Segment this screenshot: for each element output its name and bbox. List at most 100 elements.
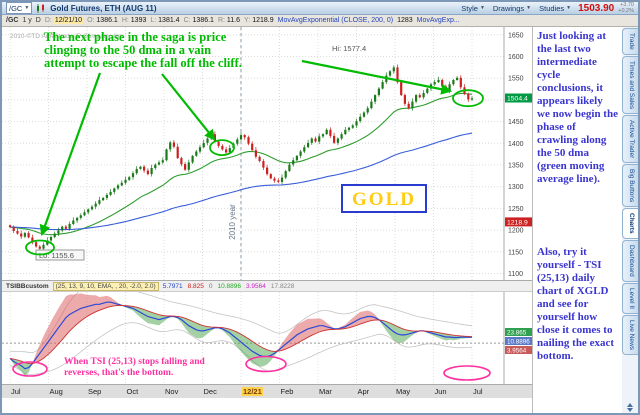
- last-price-badge: [505, 93, 532, 103]
- tab-big-buttons[interactable]: Big Buttons: [622, 164, 638, 208]
- tab-charts[interactable]: Charts: [622, 208, 638, 240]
- year-close-badge-text: 1218.9: [507, 219, 528, 226]
- chevron-up-icon[interactable]: [627, 403, 633, 407]
- price-tick-label: 1150: [508, 249, 523, 256]
- green-arrow: [39, 72, 102, 237]
- price-tick-label: 1650: [508, 32, 524, 39]
- ohlc-field: Y: 1218.9: [244, 17, 274, 24]
- price-chart-canvas[interactable]: 1100115012001250130013501400145015001550…: [2, 27, 532, 280]
- gadget-tabs: Trade Times and Sales Active Trader Big But…: [622, 27, 638, 413]
- green-circle-annotation: [452, 89, 484, 108]
- month-label: Mar: [319, 387, 332, 396]
- tab-live-news[interactable]: Live News: [622, 314, 638, 355]
- gold-label-box: [341, 184, 427, 213]
- ohlc-field: D: 12/21/10: [44, 17, 84, 24]
- year-close-badge: [505, 217, 532, 227]
- month-label: Jul: [11, 387, 21, 396]
- price-tick-label: 1250: [508, 206, 524, 213]
- moving-average-line: [9, 92, 473, 236]
- chevron-down-icon: ▼: [479, 5, 485, 11]
- price-tick-label: 1200: [508, 228, 524, 235]
- pink-annotation-line: reverses, that's the bottom.: [64, 368, 173, 378]
- pink-annotation-line: When TSI (25,13) stops falling and: [64, 356, 205, 367]
- tab-scroll: [622, 402, 638, 413]
- tsi-header-value: 8.825: [187, 282, 204, 290]
- chevron-down-icon: ▼: [526, 5, 532, 11]
- tsi-header-value: 3.9564: [246, 282, 266, 290]
- menu-drawings[interactable]: Drawings ▼: [492, 3, 532, 13]
- last-price: 1503.90: [578, 2, 615, 14]
- tsi-axis-badge: [505, 337, 532, 345]
- tsi-header-value: 10.8896: [217, 282, 242, 290]
- symbol-input[interactable]: /GC ▼: [6, 2, 33, 14]
- tab-trade[interactable]: Trade: [622, 28, 638, 55]
- tsi-axis-badge: [505, 328, 532, 336]
- green-circle-annotation: [209, 139, 235, 156]
- pink-circle-annotation: [443, 365, 491, 381]
- toolbar-range[interactable]: 1 y: [22, 17, 32, 24]
- tsi-signal-line: [9, 305, 473, 365]
- main-price-chart[interactable]: 1100115012001250130013501400145015001550…: [2, 27, 532, 280]
- toolbar-aggregation[interactable]: D: [35, 17, 41, 24]
- chevron-down-icon[interactable]: [627, 408, 633, 412]
- tsi-indicator-chart[interactable]: 23.865 10.8896 3.9564 When TSI (25,13) stop…: [2, 292, 532, 384]
- watermark: 2010-©TD Ameritrade IP Company, Inc.: [10, 32, 125, 40]
- tsi-study-params: (25, 13, 9, 10, EMA, , 20, -2.0, 2.0): [52, 281, 159, 291]
- green-arrow: [301, 59, 453, 95]
- tsi-header-value: 17.8228: [270, 282, 295, 290]
- price-tick-label: 1100: [508, 271, 523, 278]
- tsi-axis-badge-text: 23.865: [507, 330, 527, 337]
- menu-style[interactable]: Style ▼: [461, 3, 485, 13]
- commentary-paragraph-2: Also, try it yourself - TSI (25,13) dail…: [537, 246, 614, 362]
- menu-studies[interactable]: Studies ▼: [539, 3, 572, 13]
- tsi-axis-badge-text: 3.9564: [507, 348, 527, 355]
- month-label: May: [396, 387, 411, 396]
- time-axis: Jul Aug Sep Oct Nov Dec 12/21 Feb Mar Apr May Jun Ju…: [2, 384, 532, 398]
- green-annotation-line: The next phase in the saga is price: [44, 30, 227, 44]
- green-arrow: [161, 73, 216, 141]
- chart-titlebar: /GC ▼ Gold Futures, ETH (AUG 11) Style ▼ D…: [2, 2, 638, 15]
- price-tick-label: 1600: [508, 54, 524, 61]
- study-label[interactable]: MovAvgExponential (CLOSE, 200, 0): [277, 17, 394, 24]
- tab-times-and-sales[interactable]: Times and Sales: [622, 55, 638, 114]
- month-label: Oct: [126, 387, 139, 396]
- lo-label: Lo: 1155.6: [39, 251, 74, 260]
- tab-dashboard[interactable]: Dashboard: [622, 240, 638, 282]
- tab-active-trader[interactable]: Active Trader: [622, 114, 638, 164]
- tab-level-ii[interactable]: Level II: [622, 282, 638, 314]
- chevron-down-icon: ▼: [24, 5, 30, 11]
- green-circle-annotation: [25, 239, 55, 256]
- month-label: 12/21: [242, 387, 263, 396]
- chevron-down-icon: ▼: [566, 5, 572, 11]
- gold-label: GOLD: [352, 189, 416, 210]
- tsi-study-header[interactable]: TSIBBcustom (25, 13, 9, 10, EMA, , 20, -…: [2, 280, 532, 292]
- moving-average-line: [10, 132, 473, 231]
- toolbar-symbol[interactable]: /GC: [6, 17, 19, 24]
- study-label[interactable]: MovAvgExp...: [416, 17, 460, 24]
- month-label: Dec: [203, 387, 217, 396]
- candlestick-icon: [37, 3, 45, 13]
- tsi-header-value: 5.7971: [162, 282, 183, 290]
- upper-band-line: [10, 292, 473, 354]
- ohlc-field: C: 1386.1: [183, 17, 214, 24]
- ohlc-field: H: 1393: [121, 17, 147, 24]
- commentary-sidebar: Just looking at the last two intermediat…: [532, 27, 622, 413]
- price-tick-label: 1450: [508, 119, 524, 126]
- symbol-text: /GC: [9, 3, 23, 13]
- bottom-strip: [2, 398, 532, 413]
- chart-title: Gold Futures, ETH (AUG 11): [50, 3, 157, 13]
- green-annotation-line: clinging to the 50 dma in a vain: [44, 43, 211, 57]
- year-divider-label: 2010 year: [228, 204, 237, 240]
- tsi-chart-canvas[interactable]: 23.865 10.8896 3.9564 When TSI (25,13) stop…: [2, 292, 532, 384]
- price-tick-label: 1550: [508, 76, 524, 83]
- month-label: Aug: [49, 387, 63, 396]
- candles: [8, 64, 474, 252]
- tsi-axis-badge: [505, 346, 532, 354]
- ohlc-field: L: 1381.4: [150, 17, 180, 24]
- price-tick-label: 1350: [508, 163, 524, 170]
- commentary-paragraph-1: Just looking at the last two intermediat…: [537, 30, 618, 185]
- tsi-falling-fill: [10, 305, 472, 376]
- pink-circle-annotation: [245, 355, 287, 373]
- hi-label: Hi: 1577.4: [332, 44, 366, 53]
